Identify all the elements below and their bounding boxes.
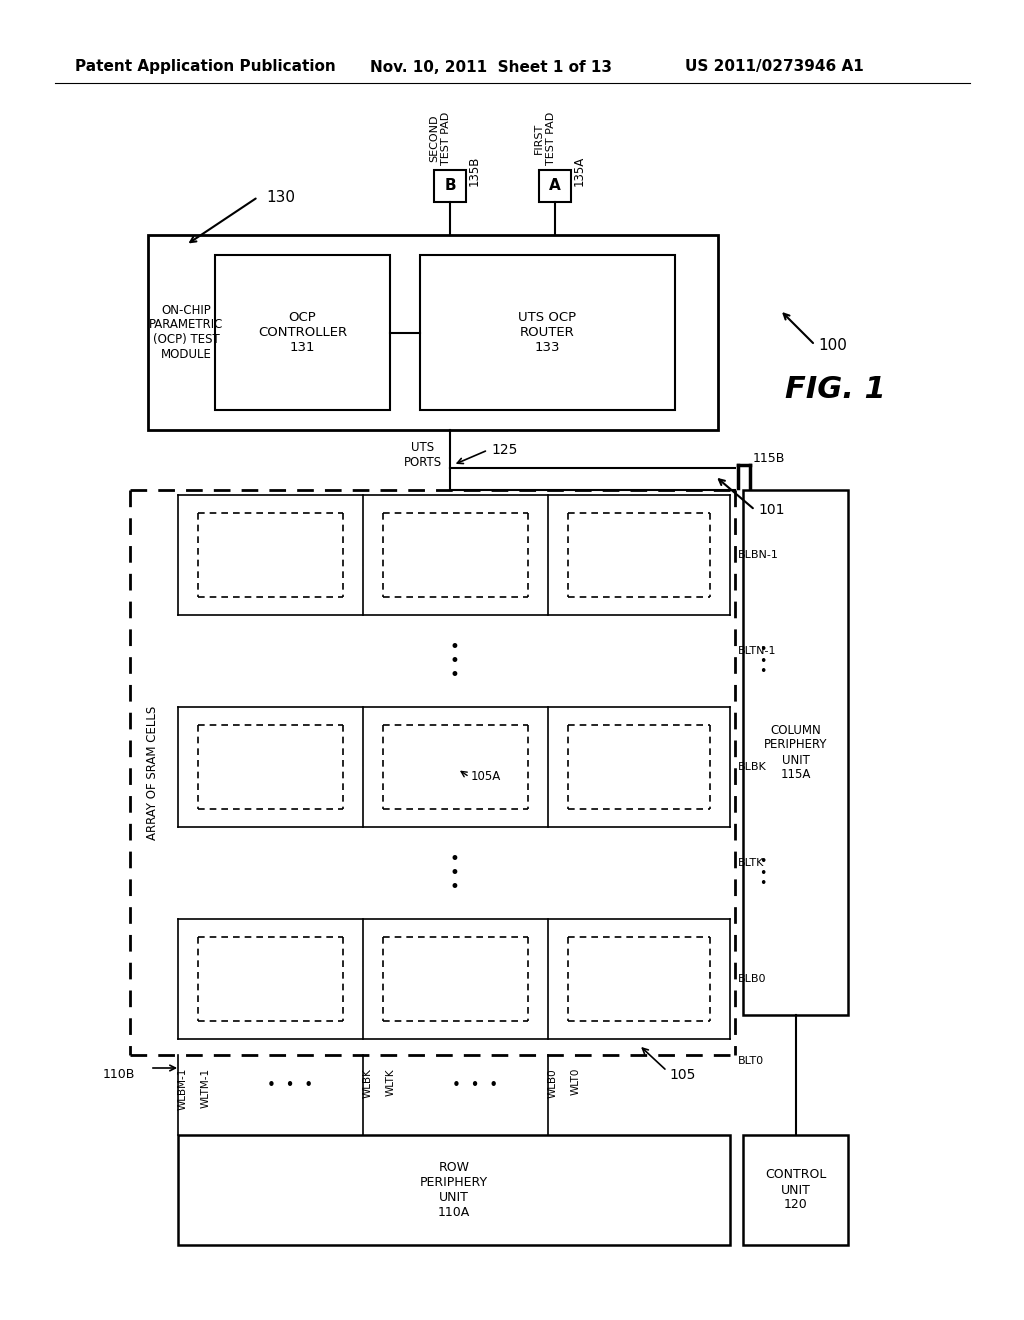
Text: UTS OCP
ROUTER
133: UTS OCP ROUTER 133 bbox=[518, 312, 577, 354]
Text: 125: 125 bbox=[490, 444, 517, 457]
Text: 135B: 135B bbox=[468, 156, 480, 186]
Text: BLB0: BLB0 bbox=[738, 974, 767, 983]
Text: OCP
CONTROLLER
131: OCP CONTROLLER 131 bbox=[258, 312, 347, 354]
Text: 110B: 110B bbox=[102, 1068, 135, 1081]
Text: FIG. 1: FIG. 1 bbox=[785, 375, 886, 404]
Text: 100: 100 bbox=[818, 338, 847, 352]
Text: WLBK: WLBK bbox=[362, 1068, 373, 1098]
Text: BLTN-1: BLTN-1 bbox=[738, 645, 776, 656]
Text: •
•
•: • • • bbox=[450, 638, 459, 684]
Text: Nov. 10, 2011  Sheet 1 of 13: Nov. 10, 2011 Sheet 1 of 13 bbox=[370, 59, 612, 74]
Text: •
•
•: • • • bbox=[760, 644, 767, 678]
Text: 130: 130 bbox=[266, 190, 295, 205]
Bar bbox=[178, 1135, 730, 1245]
Bar bbox=[743, 1135, 848, 1245]
Text: SECOND
TEST PAD: SECOND TEST PAD bbox=[429, 112, 451, 165]
Text: 105A: 105A bbox=[470, 771, 501, 784]
Text: BLBK: BLBK bbox=[738, 762, 767, 772]
Text: ROW
PERIPHERY
UNIT
110A: ROW PERIPHERY UNIT 110A bbox=[420, 1162, 488, 1218]
Text: ARRAY OF SRAM CELLS: ARRAY OF SRAM CELLS bbox=[145, 705, 159, 840]
Text: BLBN-1: BLBN-1 bbox=[738, 550, 779, 560]
Text: WLTK: WLTK bbox=[386, 1068, 396, 1096]
Text: WLT0: WLT0 bbox=[571, 1068, 581, 1096]
Text: FIRST
TEST PAD: FIRST TEST PAD bbox=[535, 112, 556, 165]
Text: WLB0: WLB0 bbox=[548, 1068, 558, 1098]
Bar bbox=[743, 490, 848, 1015]
Bar bbox=[420, 255, 675, 411]
Text: B: B bbox=[444, 178, 456, 194]
Bar bbox=[215, 255, 390, 411]
Text: 135A: 135A bbox=[572, 156, 586, 186]
Text: A: A bbox=[549, 178, 561, 194]
Bar bbox=[539, 170, 571, 202]
Text: 115B: 115B bbox=[753, 451, 785, 465]
Text: COLUMN
PERIPHERY
UNIT
115A: COLUMN PERIPHERY UNIT 115A bbox=[764, 723, 827, 781]
Text: 105: 105 bbox=[669, 1068, 695, 1082]
Text: •
•
•: • • • bbox=[450, 850, 459, 896]
Text: WLTM-1: WLTM-1 bbox=[201, 1068, 211, 1107]
Text: •
•
•: • • • bbox=[760, 855, 767, 891]
Bar bbox=[148, 235, 718, 430]
Bar bbox=[434, 170, 466, 202]
Text: CONTROL
UNIT
120: CONTROL UNIT 120 bbox=[765, 1168, 826, 1212]
Text: BLTK: BLTK bbox=[738, 858, 764, 869]
Text: ON-CHIP
PARAMETRIC
(OCP) TEST
MODULE: ON-CHIP PARAMETRIC (OCP) TEST MODULE bbox=[148, 304, 223, 362]
Text: UTS
PORTS: UTS PORTS bbox=[403, 441, 442, 469]
Text: WLBM-1: WLBM-1 bbox=[178, 1068, 188, 1110]
Text: US 2011/0273946 A1: US 2011/0273946 A1 bbox=[685, 59, 864, 74]
Text: BLT0: BLT0 bbox=[738, 1056, 764, 1067]
Text: •  •  •: • • • bbox=[267, 1078, 313, 1093]
Text: Patent Application Publication: Patent Application Publication bbox=[75, 59, 336, 74]
Text: •  •  •: • • • bbox=[453, 1078, 499, 1093]
Text: 101: 101 bbox=[758, 503, 784, 517]
